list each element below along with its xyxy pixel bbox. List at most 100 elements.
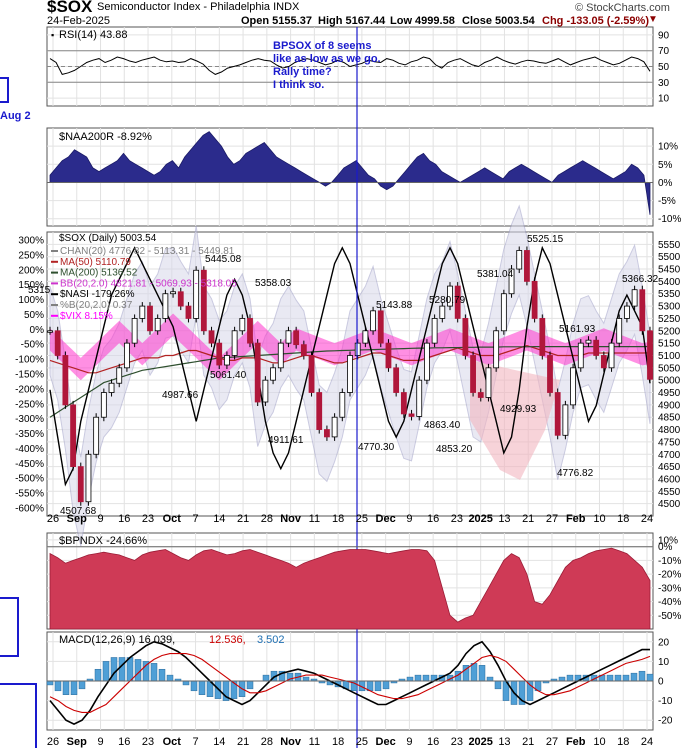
- y-tick-label: 5450: [658, 265, 681, 276]
- y-tick-label: 50: [658, 62, 670, 73]
- macd-histogram-bar: [638, 670, 646, 682]
- x-tick-label: 21: [522, 513, 534, 525]
- macd-histogram-bar: [158, 668, 166, 682]
- candle-body: [308, 355, 315, 393]
- macd-legend-label: 3.502: [257, 634, 285, 646]
- candle-body: [400, 392, 407, 415]
- candle-body: [531, 280, 538, 319]
- macd-histogram-bar: [494, 680, 502, 690]
- y-tick-label: 5150: [658, 339, 681, 350]
- y-tick-label: 4800: [658, 425, 681, 436]
- symbol-title: $SOX: [47, 0, 93, 16]
- macd-histogram-bar: [190, 680, 198, 692]
- y-tick-label: 4750: [658, 437, 681, 448]
- left-y-tick-label: -100%: [15, 355, 44, 366]
- price-annotation-label: 5161.93: [559, 324, 596, 335]
- left-y-tick-label: 200%: [18, 265, 44, 276]
- candle-body: [208, 330, 215, 344]
- macd-histogram-bar: [382, 680, 390, 690]
- candle-body: [200, 269, 207, 332]
- left-y-tick-label: -50%: [21, 340, 44, 351]
- candle-body: [377, 310, 384, 344]
- price-annotation-label: 4853.20: [436, 444, 473, 455]
- ma200-line: [49, 345, 651, 418]
- candle-body: [270, 367, 276, 381]
- x-tick-label: Oct: [163, 736, 182, 748]
- price-annotation-label: 4987.66: [162, 390, 199, 401]
- aug-label: Aug 2: [0, 110, 31, 122]
- x-tick-label: 25: [356, 736, 368, 748]
- left-y-tick-label: -400%: [15, 444, 44, 455]
- x-tick-label: Feb: [566, 513, 586, 525]
- x-tick-label: 27: [546, 736, 558, 748]
- x-tick-label: 9: [97, 736, 103, 748]
- x-tick-label: 18: [617, 736, 629, 748]
- quote-high: High 5167.44: [318, 15, 386, 27]
- macd-histogram-bar: [406, 676, 414, 682]
- quote-open: Open 5155.37: [241, 15, 312, 27]
- price-annotation-label: 4770.30: [358, 442, 395, 453]
- candle-body: [493, 330, 500, 369]
- candle-body: [639, 289, 646, 332]
- candle-body: [185, 305, 192, 319]
- left-y-tick-label: 150%: [18, 280, 44, 291]
- macd-legend-label: MACD(12,26,9) 16.039,: [59, 634, 175, 646]
- quote-change: Chg -133.05 (-2.59%): [542, 15, 649, 27]
- bpndx-area: [49, 547, 651, 630]
- left-y-tick-label: -550%: [15, 489, 44, 500]
- left-y-tick-label: 0%: [30, 325, 45, 336]
- y-tick-label: 10%: [658, 142, 678, 153]
- x-tick-label: Nov: [280, 736, 302, 748]
- candle-body: [116, 367, 123, 384]
- candle-body: [408, 413, 415, 417]
- candle-body: [77, 466, 84, 503]
- y-tick-label: 0: [658, 677, 664, 688]
- x-tick-label: 16: [118, 736, 130, 748]
- nasi-line: [49, 245, 651, 487]
- macd-histogram-bar: [46, 680, 54, 686]
- sox-legend-label: %B(20,2.0) 0.37: [60, 300, 133, 311]
- x-tick-label: 11: [309, 736, 320, 748]
- percentb-fill: [470, 360, 560, 480]
- price-annotation-label: 4863.40: [424, 420, 461, 431]
- macd-histogram-bar: [622, 674, 630, 682]
- x-tick-label: 10: [593, 736, 605, 748]
- sox-legend-label: BB(20,2.0) 4821.81 - 5069.93 - 5318.05: [60, 278, 237, 289]
- left-y-tick-label: 50%: [24, 310, 44, 321]
- candle-body: [585, 339, 592, 344]
- vix-band: [50, 313, 650, 381]
- candle-body: [616, 318, 623, 344]
- y-tick-label: 5000: [658, 376, 681, 387]
- candle-body: [354, 342, 361, 356]
- candle-body: [454, 285, 461, 319]
- candle-body: [93, 416, 100, 455]
- macd-histogram-bar: [78, 680, 86, 690]
- candle-body: [547, 355, 553, 393]
- macd-histogram-bar: [414, 674, 422, 682]
- candle-body: [224, 355, 230, 366]
- candle-body: [316, 392, 323, 430]
- candle-body: [324, 429, 330, 438]
- candle-body: [631, 289, 638, 307]
- macd-histogram-bar: [102, 661, 110, 682]
- left-y-tick-label: -300%: [15, 414, 44, 425]
- candle-body: [539, 318, 546, 356]
- candle-body: [162, 293, 169, 319]
- macd-histogram-bar: [134, 659, 142, 682]
- macd-histogram-bar: [166, 674, 174, 682]
- y-tick-label: -10: [658, 696, 673, 707]
- price-annotation-label: 4929.93: [500, 404, 537, 415]
- macd-signal-line: [49, 653, 651, 713]
- x-tick-label: 18: [332, 513, 344, 525]
- y-tick-label: 0%: [658, 178, 673, 189]
- y-tick-label: 70: [658, 46, 670, 57]
- x-tick-label: 14: [213, 513, 225, 525]
- y-tick-label: 5200: [658, 326, 681, 337]
- macd-histogram-bar: [262, 674, 270, 682]
- y-tick-label: 10: [658, 94, 670, 105]
- y-tick-label: 4650: [658, 462, 681, 473]
- y-tick-label: 20: [658, 637, 670, 648]
- candle-body: [462, 318, 469, 356]
- macd-histogram-bar: [182, 680, 190, 686]
